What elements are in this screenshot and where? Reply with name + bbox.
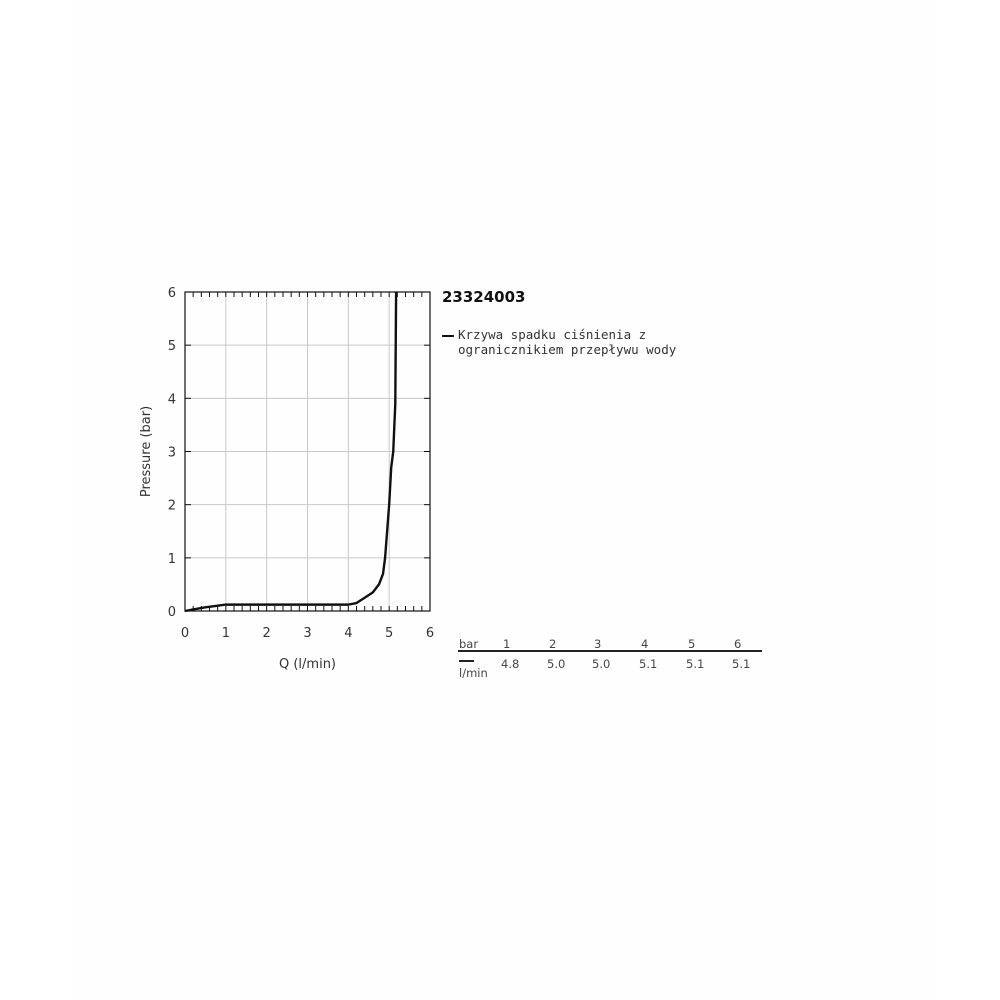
legend-line-2: ogranicznikiem przepływu wody [458,342,677,357]
table-pressure: 4 [641,637,649,651]
table-flow: 5.0 [547,657,566,671]
y-tick-label: 0 [168,605,176,620]
x-tick-label: 3 [303,626,311,641]
table-header-bar: bar [459,637,479,651]
x-tick-label: 2 [263,626,271,641]
table-pressure: 3 [594,637,602,651]
table-pressure: 6 [734,637,742,651]
table-flow: 5.0 [592,657,611,671]
y-tick-label: 6 [168,286,176,301]
table-pressure: 2 [549,637,557,651]
x-tick-label: 1 [222,626,230,641]
x-tick-label: 5 [385,626,393,641]
x-tick-label: 6 [426,626,434,641]
table-flow: 5.1 [639,657,658,671]
series-line [184,291,398,613]
table-flow: 4.8 [501,657,520,671]
y-tick-label: 3 [168,446,176,461]
legend-swatch [442,334,454,337]
x-tick-label: 0 [181,626,189,641]
y-tick-label: 1 [168,552,176,567]
background [78,0,930,1000]
table-flow: 5.1 [686,657,705,671]
plot-frame [184,291,431,612]
table-flow: 5.1 [732,657,751,671]
legend-line-1: Krzywa spadku ciśnienia z [458,327,647,342]
table-pressure: 1 [503,637,511,651]
y-axis-label: Pressure (bar) [139,406,154,497]
x-tick-label: 4 [344,626,352,641]
legend: Krzywa spadku ciśnienia z ogranicznikiem… [442,327,742,357]
table-pressure: 5 [688,637,696,651]
table-header-lmin: l/min [459,666,488,680]
y-tick-label: 2 [168,499,176,514]
chart-title: 23324003 [442,288,526,306]
y-tick-label: 4 [168,392,176,407]
y-tick-label: 5 [168,339,176,354]
x-axis-label: Q (l/min) [279,657,336,672]
